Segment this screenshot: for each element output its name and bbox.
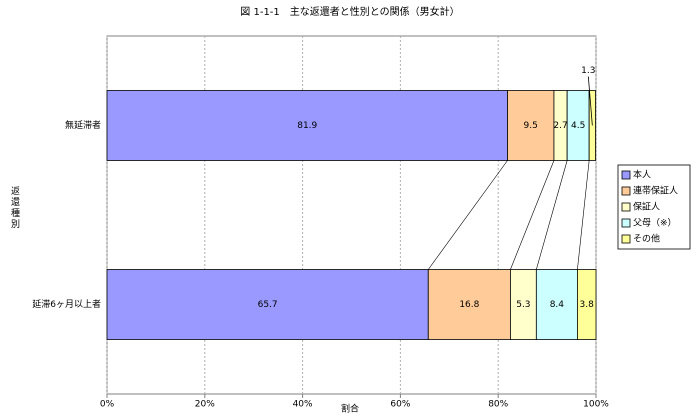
- data-label: 8.4: [550, 300, 565, 310]
- x-tick-label: 20%: [195, 400, 215, 410]
- bar-segment: [510, 269, 537, 340]
- series-line: [428, 160, 508, 270]
- bar-segment: [106, 90, 508, 161]
- plot-area: [106, 35, 597, 395]
- x-axis-label: 割合: [341, 403, 359, 415]
- chart-title: 図 1-1-1 主な返還者と性別との関係（男女計）: [240, 5, 459, 18]
- legend-swatch: [621, 202, 631, 212]
- legend-swatch: [621, 186, 631, 196]
- legend-swatch: [621, 234, 631, 244]
- bar-segment: [427, 269, 511, 340]
- y-axis-label: 返還種別: [9, 185, 20, 230]
- data-label: 5.3: [516, 300, 530, 310]
- data-label: 9.5: [524, 121, 538, 131]
- x-tick-label: 40%: [293, 400, 313, 410]
- y-tick-label: 延滞6ヶ月以上者: [32, 298, 101, 310]
- data-label: 81.9: [297, 121, 317, 131]
- data-label: 65.7: [258, 300, 278, 310]
- series-line: [577, 160, 590, 270]
- data-label: 1.3: [581, 66, 595, 76]
- data-label: 16.8: [459, 300, 479, 310]
- series-line: [536, 160, 568, 270]
- legend-label: その他: [633, 233, 660, 245]
- legend-label: 連帯保証人: [633, 185, 678, 197]
- x-tick-label: 0%: [100, 400, 115, 410]
- legend-swatch: [621, 218, 631, 228]
- x-tick-label: 80%: [488, 400, 508, 410]
- bar-segment: [106, 269, 429, 340]
- leader-line: [587, 76, 593, 126]
- y-tick-label: 無延滞者: [65, 119, 101, 131]
- x-tick-label: 60%: [390, 400, 410, 410]
- legend-label: 保証人: [633, 201, 660, 213]
- series-line: [510, 160, 555, 270]
- legend-swatch: [621, 170, 631, 180]
- bar-segment: [577, 269, 597, 340]
- data-label: 3.8: [580, 300, 595, 310]
- legend-label: 本人: [633, 169, 651, 181]
- x-tick-label: 100%: [583, 400, 609, 410]
- data-label: 2.7: [553, 121, 567, 131]
- bar-segment: [535, 269, 578, 340]
- legend-label: 父母（※）: [633, 218, 677, 229]
- data-label: 4.5: [571, 121, 585, 131]
